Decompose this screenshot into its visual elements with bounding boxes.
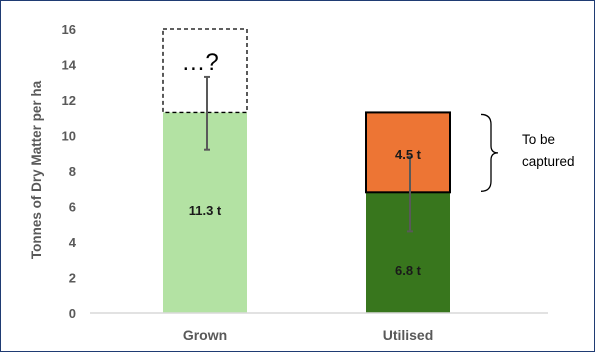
y-tick-label: 2 [69, 271, 76, 286]
y-tick-label: 4 [69, 235, 77, 250]
y-tick-labels: 0 2 4 6 8 10 12 14 16 [62, 22, 77, 321]
y-tick-label: 0 [69, 306, 76, 321]
data-label: 6.8 t [395, 263, 422, 278]
y-axis-title: Tonnes of Dry Matter per ha [29, 80, 44, 259]
y-tick-label: 16 [62, 22, 76, 37]
data-label: 4.5 t [395, 147, 422, 162]
category-label: Utilised [383, 327, 434, 343]
data-label: 11.3 t [189, 203, 222, 218]
y-tick-label: 8 [69, 164, 76, 179]
bar-segment [365, 111, 451, 194]
y-tick-label: 6 [69, 200, 76, 215]
annotation-text: To be [522, 132, 555, 147]
annotation-text: captured [522, 154, 575, 169]
potential-label: …? [181, 49, 218, 76]
y-tick-label: 10 [62, 129, 76, 144]
annotation: To be captured [480, 113, 575, 192]
category-labels: Grown Utilised [183, 327, 433, 343]
bar-segment [366, 192, 450, 313]
potential-outline [162, 28, 248, 114]
y-tick-label: 14 [62, 58, 77, 73]
bracket [480, 113, 499, 192]
bars: …? 11.3 t 6.8 t 4.5 t [162, 28, 451, 313]
category-label: Grown [183, 327, 227, 343]
bar-segment [163, 112, 247, 313]
y-tick-label: 12 [62, 93, 76, 108]
